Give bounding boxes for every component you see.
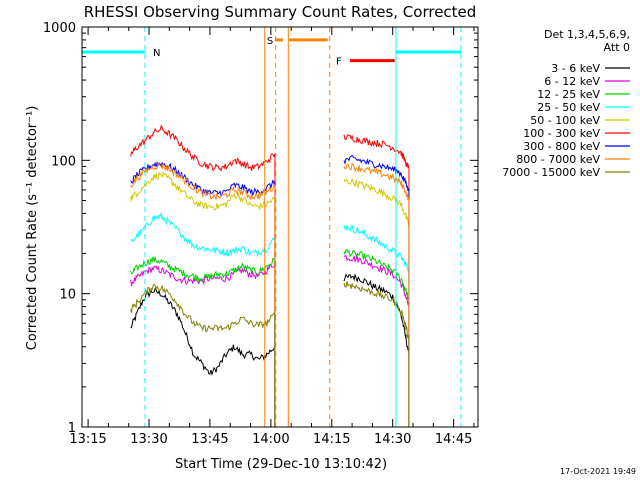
series-5-line-segment-1	[130, 171, 275, 212]
legend-label-series-9: 7000 - 15000 keV	[502, 166, 600, 179]
annotation-label-s: S	[267, 36, 273, 47]
series-2-line-segment-1	[130, 262, 276, 287]
series-3-line-segment-2	[343, 248, 410, 300]
footer-timestamp: 17-Oct-2021 19:49	[560, 467, 636, 476]
y-tick-label: 1	[68, 421, 76, 436]
legend-label-series-7: 300 - 800 keV	[523, 140, 600, 153]
y-axis-label: Corrected Count Rate (s⁻¹ detector⁻¹)	[25, 106, 40, 351]
series-5-line-segment-2	[343, 177, 410, 227]
series-4-line-segment-1	[130, 211, 276, 258]
x-tick-label: 13:15	[69, 432, 106, 447]
chart-title: RHESSI Observing Summary Count Rates, Co…	[84, 3, 477, 21]
series-7-line-segment-2	[343, 154, 410, 192]
legend-label-series-1: 3 - 6 keV	[551, 62, 600, 75]
legend-label-series-3: 12 - 25 keV	[537, 88, 600, 101]
axes-layer: 1 10 100 1000 13:15 13:30 13:45 14:00 14:15 14:30…	[43, 21, 479, 447]
legend-header-line-1: Det 1,3,4,5,6,9,	[544, 28, 630, 41]
x-tick-label: 13:45	[191, 432, 228, 447]
series-6-line-segment-2	[343, 133, 410, 170]
legend-label-series-8: 800 - 7000 keV	[516, 153, 600, 166]
series-8-line-segment-1	[130, 162, 276, 201]
legend-header-line-2: Att 0	[604, 41, 630, 54]
plot-layer	[130, 124, 410, 427]
legend-label-series-4: 25 - 50 keV	[537, 101, 600, 114]
annotation-label-n: N	[153, 48, 160, 59]
series-1-line-segment-2	[343, 273, 410, 355]
series-3-line-segment-1	[130, 256, 276, 283]
series-1-line-segment-1	[130, 287, 276, 377]
series-7-line-segment-1	[130, 161, 276, 198]
series-9-line-segment-1	[130, 283, 276, 333]
x-tick-label: 14:45	[435, 432, 472, 447]
plot-frame	[81, 26, 479, 428]
legend-label-series-2: 6 - 12 keV	[544, 75, 600, 88]
x-tick-label: 14:30	[374, 432, 411, 447]
annotation-label-f: F	[336, 57, 342, 68]
series-8-line-segment-2	[343, 162, 410, 201]
legend-label-series-5: 50 - 100 keV	[530, 114, 600, 127]
legend-label-series-6: 100 - 300 keV	[523, 127, 600, 140]
series-9-line-segment-2	[343, 281, 410, 340]
y-tick-label: 1000	[43, 21, 76, 36]
series-2-line-segment-2	[343, 254, 410, 307]
x-tick-label: 14:15	[313, 432, 350, 447]
x-tick-label: 14:00	[252, 432, 289, 447]
series-6-line-segment-1	[130, 124, 276, 172]
x-axis-label: Start Time (29-Dec-10 13:10:42)	[175, 457, 387, 472]
x-tick-label: 13:30	[130, 432, 167, 447]
y-tick-label: 10	[59, 288, 76, 303]
y-tick-label: 100	[51, 154, 76, 169]
series-4-line-segment-2	[343, 224, 410, 274]
